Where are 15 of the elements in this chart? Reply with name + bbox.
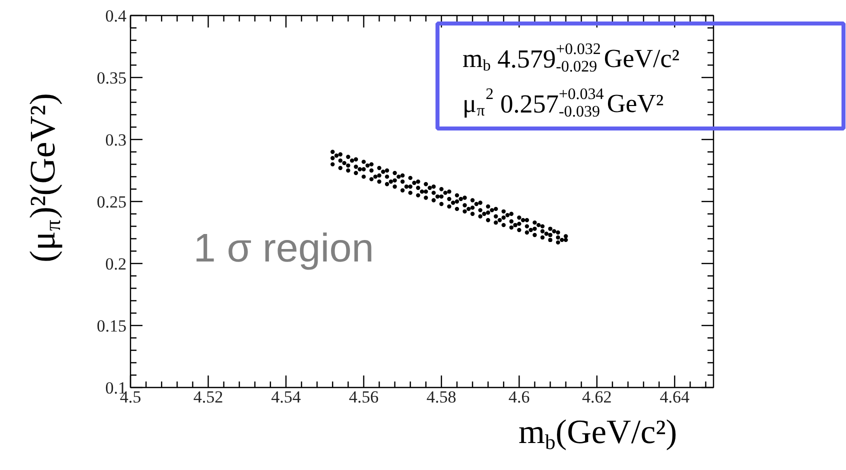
x-tick-label: 4.54 xyxy=(271,388,302,406)
y-tick-label: 0.25 xyxy=(96,192,126,212)
y-tick-label: 0.35 xyxy=(96,68,126,88)
y-tick-label: 0.4 xyxy=(105,6,127,26)
y-axis-title: (μπ)²(GeV²) xyxy=(22,93,66,262)
x-tick-label: 4.56 xyxy=(348,388,379,406)
y-tick-label: 0.15 xyxy=(96,316,126,336)
x-tick-label: 4.62 xyxy=(582,388,612,406)
x-tick-label: 4.6 xyxy=(508,388,530,406)
annotation: 1 σ region xyxy=(194,226,374,270)
y-tick-label: 0.2 xyxy=(105,254,126,274)
x-tick-label: 4.52 xyxy=(193,388,224,406)
x-tick-label: 4.58 xyxy=(426,388,456,406)
y-tick-label: 0.3 xyxy=(105,130,126,150)
x-tick-label: 4.64 xyxy=(660,388,690,406)
